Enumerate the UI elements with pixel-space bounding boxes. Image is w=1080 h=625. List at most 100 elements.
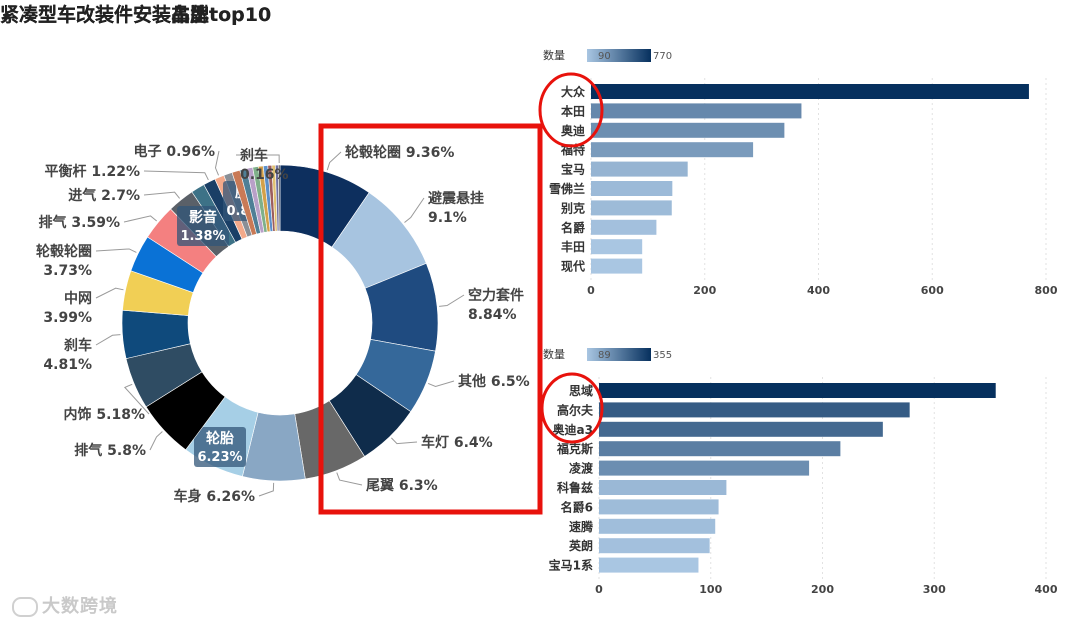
y-category-label: 速腾 [569, 519, 594, 534]
slice-value-label: 9.1% [428, 210, 467, 226]
x-tick-label: 200 [811, 583, 834, 596]
bar [599, 480, 727, 495]
legend-min: 90 [598, 51, 611, 62]
x-tick-label: 800 [1035, 284, 1058, 297]
y-category-label: 英朗 [569, 538, 593, 553]
legend-max: 770 [653, 51, 672, 62]
y-category-label: 大众 [561, 84, 586, 99]
bar [591, 219, 657, 235]
slice-label: 刹车 [240, 147, 268, 164]
y-category-label: 丰田 [561, 239, 585, 254]
y-category-label: 本田 [561, 103, 585, 118]
y-category-label: 雪佛兰 [549, 181, 585, 196]
label-leader-line [235, 154, 280, 164]
slice-value-label: 3.99% [43, 310, 92, 326]
label-leader-line [326, 151, 342, 171]
bar [591, 142, 754, 158]
y-category-label: 科鲁兹 [557, 480, 593, 495]
y-category-label: 福克斯 [556, 441, 593, 456]
label-leader-line [143, 191, 181, 199]
label-leader-line [336, 472, 363, 486]
legend-min: 89 [598, 350, 611, 361]
model-chart-title: 紧凑型车改装件安装车型top10 [0, 4, 272, 26]
bar [591, 161, 688, 177]
highlight-rectangle [318, 123, 543, 515]
y-category-label: 奥迪a3 [553, 422, 593, 437]
y-category-label: 宝马1系 [549, 558, 593, 573]
bar [599, 499, 719, 515]
slice-label: 空力套件 [468, 287, 524, 304]
label-leader-line [404, 197, 425, 223]
logo-icon [12, 597, 38, 617]
x-tick-label: 0 [595, 583, 603, 596]
slice-label: 其他 6.5% [458, 373, 530, 390]
bar [591, 181, 673, 196]
bar [591, 84, 1029, 99]
bar [599, 402, 910, 418]
highlight-ellipse [538, 72, 604, 148]
slice-value-label: 1.38% [180, 229, 225, 244]
slice-value-label: 6.23% [197, 450, 242, 465]
slice-label: 影音 [189, 209, 217, 226]
slice-label: 内饰 5.18% [64, 406, 145, 423]
bar [591, 200, 672, 216]
bar [591, 239, 643, 255]
bar [599, 441, 841, 457]
bar [599, 557, 699, 573]
label-leader-line [427, 380, 455, 388]
legend-title: 数量 [543, 348, 565, 361]
bar [591, 103, 802, 119]
bar [591, 258, 643, 274]
slice-label: 刹车 [64, 337, 92, 354]
y-category-label: 名爵 [561, 220, 585, 235]
label-leader-line [123, 383, 150, 415]
legend-color-ramp [587, 348, 651, 361]
x-tick-label: 400 [807, 284, 830, 297]
y-category-label: 奥迪 [561, 123, 585, 138]
slice-label: 避震悬挂 [428, 190, 484, 207]
label-leader-line [95, 248, 137, 253]
label-leader-line [123, 215, 158, 223]
pie-chart-title: 紧凑型车改装件安装占比 [0, 4, 210, 26]
slice-value-label: 4.81% [43, 357, 92, 373]
slice-label: 尾翼 6.3% [366, 478, 438, 494]
slice-label: 进气 2.7% [68, 187, 140, 204]
brand-chart-title: 紧凑型车改装件安装品牌top10 [0, 4, 272, 26]
label-leader-line [95, 334, 121, 346]
x-tick-label: 200 [693, 284, 716, 297]
slice-label: 轮毂轮圈 [36, 243, 92, 260]
y-category-label: 凌渡 [569, 461, 594, 476]
slice-label: 电子 0.96% [134, 143, 215, 160]
bar [591, 122, 785, 138]
y-category-label: 别克 [560, 200, 585, 215]
x-tick-label: 0 [587, 284, 595, 297]
slice-label: 轮胎 [206, 430, 234, 447]
slice-value-label: 8.84% [468, 307, 517, 323]
highlight-annotations [318, 72, 604, 515]
highlight-ellipse [540, 372, 604, 444]
bar [599, 383, 996, 398]
label-leader-line [95, 287, 124, 299]
legend-title: 数量 [543, 49, 565, 62]
watermark-text: 大数跨境 [42, 596, 118, 617]
y-category-label: 高尔夫 [557, 402, 594, 417]
x-tick-label: 600 [921, 284, 944, 297]
label-leader-line [258, 482, 275, 497]
slice-label: 车身 6.26% [174, 488, 255, 505]
watermark: 大数跨境 [12, 592, 118, 618]
slice-label: 平衡杆 1.22% [45, 163, 140, 180]
label-leader-line [439, 294, 465, 307]
slice-label: 排气 5.8% [74, 442, 146, 459]
slice-value-label: 0.16% [240, 167, 289, 183]
label-leader-line [149, 431, 163, 451]
inside-label-box [194, 427, 246, 467]
label-leader-line [214, 150, 220, 176]
inside-label-box [177, 206, 229, 246]
bar [599, 421, 883, 437]
y-category-label: 思域 [569, 383, 593, 398]
donut-slice [278, 164, 281, 232]
legend-color-ramp [587, 49, 651, 62]
